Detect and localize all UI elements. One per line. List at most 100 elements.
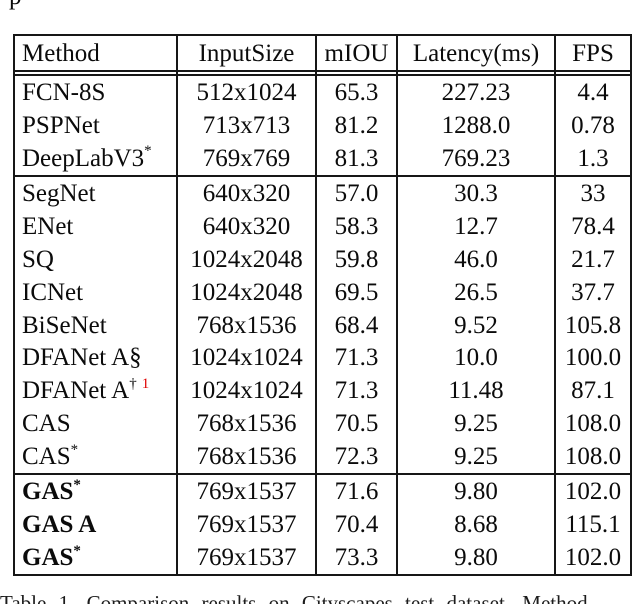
- double-rule-gap: [15, 72, 630, 76]
- input-size-cell: 713x713: [178, 108, 317, 142]
- method-cell: DFANet A † 1: [15, 374, 178, 408]
- method-cell: BiSeNet: [15, 308, 178, 342]
- method-cell: ENet: [15, 209, 178, 243]
- header-fps: FPS: [572, 39, 614, 67]
- fps-cell: 4.4: [577, 78, 609, 106]
- latency-cell: 11.48: [398, 374, 556, 408]
- method-cell: GAS A: [15, 508, 178, 542]
- method-cell: CAS *: [15, 440, 178, 474]
- input-size-cell: 768x1536: [178, 308, 317, 342]
- miou-cell: 58.3: [317, 209, 398, 243]
- table-row: SQ 1024x2048 59.8 46.0 21.7: [15, 242, 630, 276]
- input-size-cell: 769x1537: [178, 508, 317, 542]
- input-size-cell: 768x1536: [178, 440, 317, 474]
- latency-cell: 26.5: [398, 275, 556, 309]
- fps-cell: 108.0: [564, 410, 622, 438]
- fps-cell: 21.7: [571, 245, 615, 273]
- table-row: CAS * 768x1536 72.3 9.25 108.0: [15, 440, 630, 474]
- miou-cell: 81.3: [317, 141, 398, 175]
- input-size-cell: 1024x1024: [178, 341, 317, 375]
- table-row: SegNet 640x320 57.0 30.3 33: [15, 174, 630, 210]
- method-cell: GAS *: [15, 541, 178, 575]
- method-cell: DFANet A§: [15, 341, 178, 375]
- latency-cell: 12.7: [398, 209, 556, 243]
- latency-cell: 9.52: [398, 308, 556, 342]
- latency-cell: 9.80: [398, 541, 556, 575]
- table-row: ICNet 1024x2048 69.5 26.5 37.7: [15, 275, 630, 309]
- input-size-cell: 1024x2048: [178, 275, 317, 309]
- latency-cell: 769.23: [398, 141, 556, 175]
- miou-cell: 70.4: [317, 508, 398, 542]
- miou-cell: 65.3: [317, 76, 398, 109]
- fps-cell: 1.3: [577, 144, 609, 172]
- miou-cell: 71.3: [317, 341, 398, 375]
- miou-cell: 57.0: [317, 176, 398, 210]
- input-size-cell: 640x320: [178, 176, 317, 210]
- table-row: GAS * 769x1537 73.3 9.80 102.0: [15, 541, 630, 575]
- latency-cell: 9.25: [398, 440, 556, 474]
- fps-cell: 108.0: [564, 443, 622, 471]
- table-row: DFANet A † 1 1024x1024 71.3 11.48 87.1: [15, 374, 630, 408]
- table-caption: Table 1. Comparison results on Cityscape…: [0, 591, 588, 604]
- latency-cell: 8.68: [398, 508, 556, 542]
- input-size-cell: 1024x1024: [178, 374, 317, 408]
- method-cell: GAS *: [15, 475, 178, 509]
- latency-cell: 46.0: [398, 242, 556, 276]
- table-row: GAS A 769x1537 70.4 8.68 115.1: [15, 508, 630, 542]
- input-size-cell: 640x320: [178, 209, 317, 243]
- miou-cell: 68.4: [317, 308, 398, 342]
- fps-cell: 33: [580, 179, 606, 207]
- fps-cell: 105.8: [564, 311, 622, 339]
- table-row: ENet 640x320 58.3 12.7 78.4: [15, 209, 630, 243]
- input-size-cell: 769x769: [178, 141, 317, 175]
- method-cell: PSPNet: [15, 108, 178, 142]
- clipped-text-fragment: p: [9, 0, 25, 11]
- table-row: GAS * 769x1537 71.6 9.80 102.0: [15, 473, 630, 509]
- method-cell: FCN-8S: [15, 76, 178, 109]
- input-size-cell: 769x1537: [178, 541, 317, 575]
- fps-cell: 102.0: [564, 478, 622, 506]
- latency-cell: 9.25: [398, 407, 556, 441]
- latency-cell: 1288.0: [398, 108, 556, 142]
- fps-cell: 78.4: [571, 212, 615, 240]
- fps-cell: 102.0: [564, 544, 622, 572]
- header-method: Method: [15, 36, 178, 70]
- table-row: DFANet A§ 1024x1024 71.3 10.0 100.0: [15, 341, 630, 375]
- method-cell: DeepLabV3 *: [15, 141, 178, 175]
- method-cell: CAS: [15, 407, 178, 441]
- miou-cell: 59.8: [317, 242, 398, 276]
- method-cell: SQ: [15, 242, 178, 276]
- method-cell: ICNet: [15, 275, 178, 309]
- table-row: DeepLabV3 * 769x769 81.3 769.23 1.3: [15, 141, 630, 175]
- miou-cell: 81.2: [317, 108, 398, 142]
- miou-cell: 73.3: [317, 541, 398, 575]
- input-size-cell: 1024x2048: [178, 242, 317, 276]
- fps-cell: 0.78: [571, 111, 615, 139]
- miou-cell: 70.5: [317, 407, 398, 441]
- fps-cell: 100.0: [564, 344, 622, 372]
- table-row: BiSeNet 768x1536 68.4 9.52 105.8: [15, 308, 630, 342]
- results-table: Method InputSize mIOU Latency(ms) FPS FC…: [13, 34, 632, 576]
- table-row: PSPNet 713x713 81.2 1288.0 0.78: [15, 108, 630, 142]
- input-size-cell: 769x1537: [178, 475, 317, 509]
- miou-cell: 69.5: [317, 275, 398, 309]
- miou-cell: 71.3: [317, 374, 398, 408]
- method-cell: SegNet: [15, 176, 178, 210]
- table-row: CAS 768x1536 70.5 9.25 108.0: [15, 407, 630, 441]
- latency-cell: 30.3: [398, 176, 556, 210]
- latency-cell: 10.0: [398, 341, 556, 375]
- table-header-row: Method InputSize mIOU Latency(ms) FPS: [15, 36, 630, 72]
- fps-cell: 37.7: [571, 278, 615, 306]
- header-miou: mIOU: [317, 36, 398, 70]
- table-row: FCN-8S 512x1024 65.3 227.23 4.4: [15, 76, 630, 109]
- miou-cell: 71.6: [317, 475, 398, 509]
- latency-cell: 227.23: [398, 76, 556, 109]
- miou-cell: 72.3: [317, 440, 398, 474]
- input-size-cell: 512x1024: [178, 76, 317, 109]
- header-input-size: InputSize: [178, 36, 317, 70]
- fps-cell: 87.1: [571, 377, 615, 405]
- latency-cell: 9.80: [398, 475, 556, 509]
- header-latency: Latency(ms): [398, 36, 556, 70]
- input-size-cell: 768x1536: [178, 407, 317, 441]
- fps-cell: 115.1: [565, 511, 621, 539]
